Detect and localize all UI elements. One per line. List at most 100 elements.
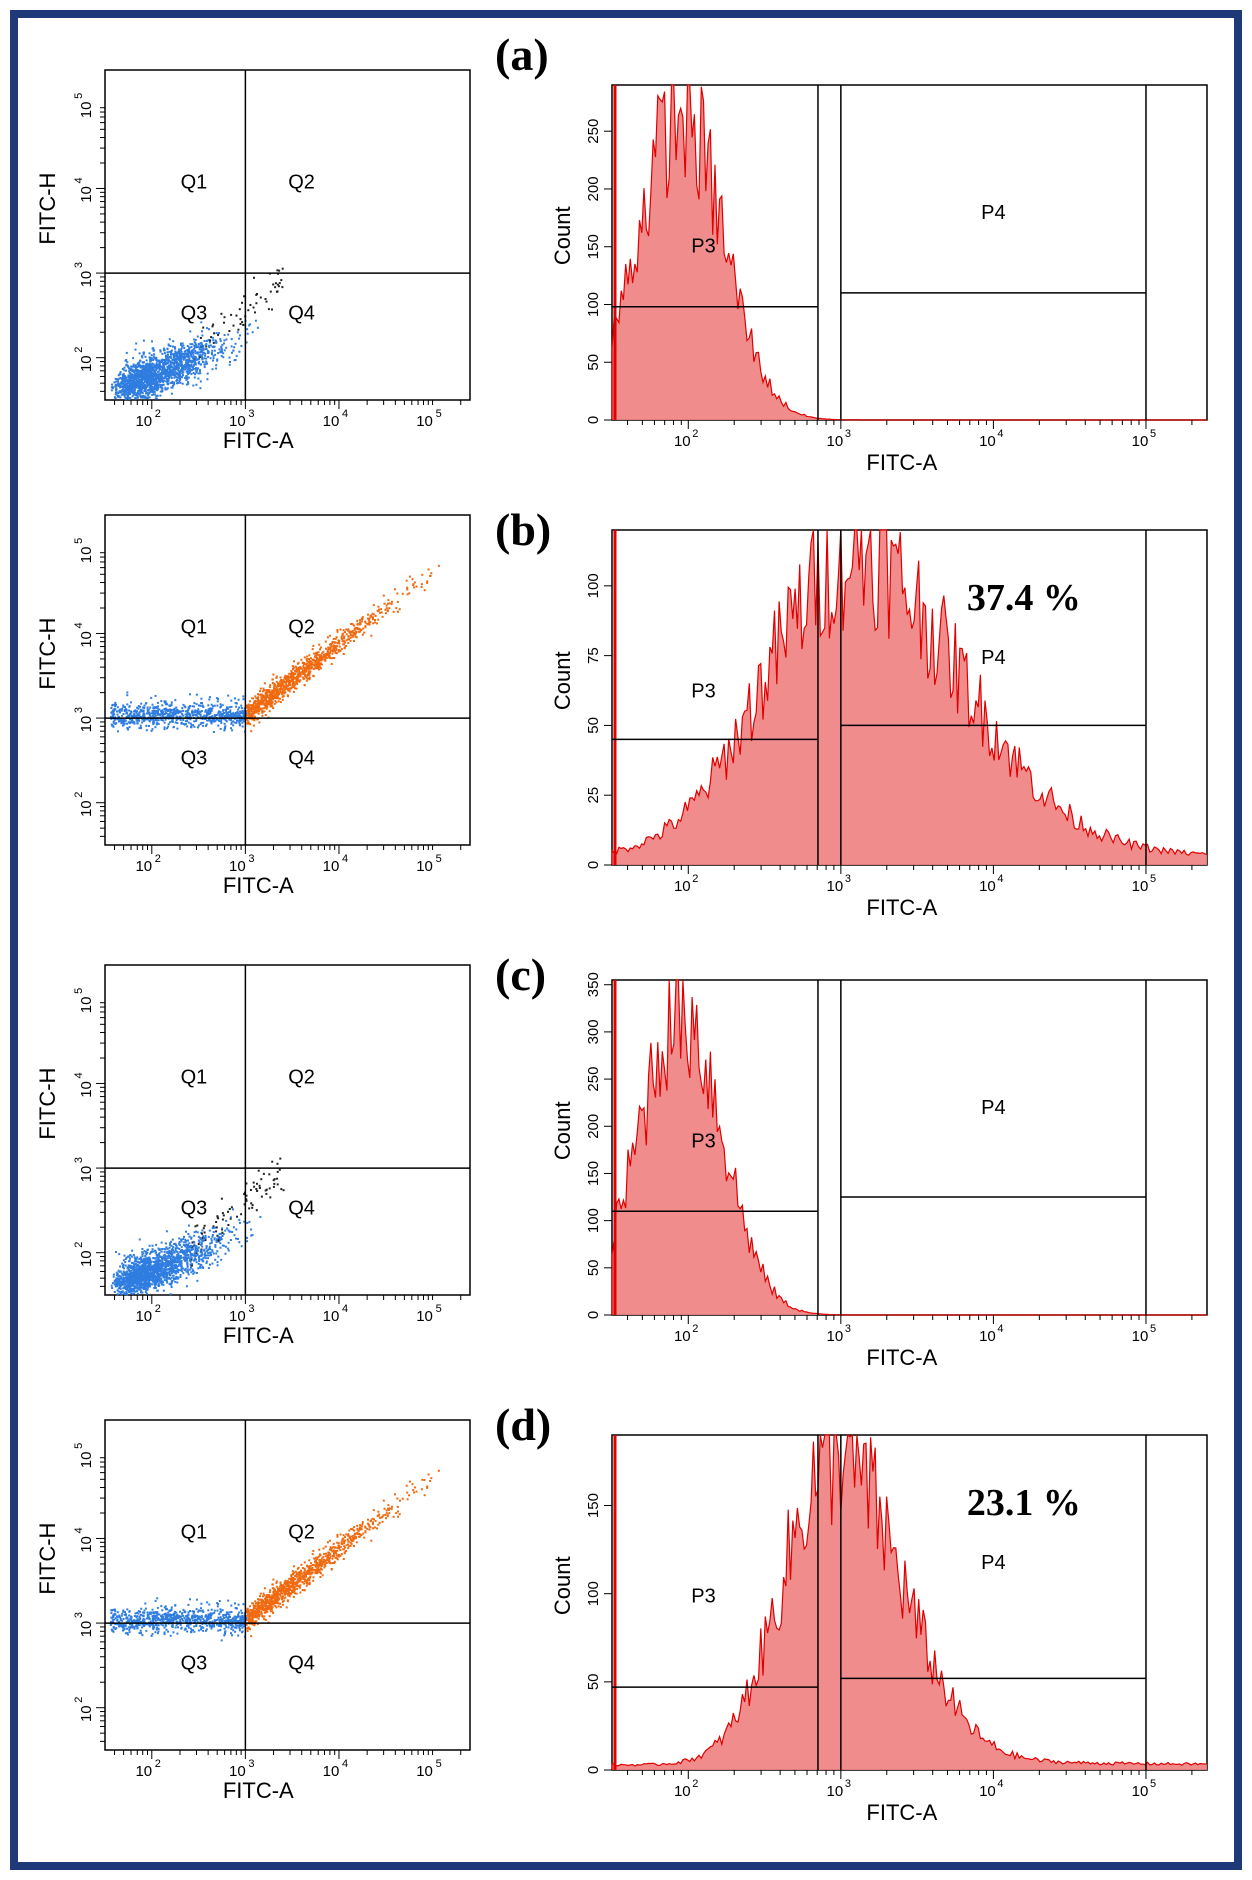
y-tick-group: 102: [73, 792, 95, 817]
quadrant-label: Q3: [181, 303, 208, 325]
event-dots: [109, 564, 440, 733]
y-axis-label: Count: [550, 1556, 575, 1615]
x-tick-label: 10: [416, 858, 433, 875]
y-tick-label: 100: [585, 1208, 602, 1233]
x-tick-exponent: 5: [1150, 1323, 1156, 1335]
y-tick-group: 10 5: [73, 538, 95, 563]
y-tick-label: 10: [78, 1250, 95, 1267]
x-tick-exponent: 2: [692, 428, 698, 440]
x-tick-label: 10: [416, 1763, 433, 1780]
event-dots: [109, 1469, 440, 1642]
y-tick-group: 10 4: [73, 1072, 95, 1097]
y-tick-label: 10: [78, 997, 95, 1014]
panel-label: (c): [495, 949, 546, 1000]
histogram-fill: [612, 980, 1207, 1315]
y-tick-label: 10: [78, 800, 95, 817]
y-tick-label: 0: [585, 1311, 602, 1319]
x-tick-exponent: 5: [436, 408, 442, 420]
y-tick-label: 10: [78, 1452, 95, 1469]
y-tick-group: 10 4: [73, 1527, 95, 1552]
quadrant-label: Q1: [181, 1066, 208, 1088]
x-tick-exponent: 4: [997, 873, 1003, 885]
x-tick-label: 10: [135, 1308, 152, 1325]
y-axis-label: FITC-H: [35, 173, 60, 245]
x-tick-exponent: 5: [1150, 1778, 1156, 1790]
y-tick-exponent: 3: [73, 1157, 85, 1163]
event-dots: [110, 267, 284, 401]
y-axis-label: FITC-H: [35, 1068, 60, 1140]
y-axis-label: FITC-H: [35, 1523, 60, 1595]
x-tick-exponent: 5: [1150, 873, 1156, 885]
x-tick-label: 10: [979, 1328, 996, 1345]
event-dots: [110, 1157, 285, 1296]
y-tick-group: 10 3: [73, 262, 95, 287]
y-tick-exponent: 5: [73, 93, 85, 99]
y-tick-exponent: 2: [73, 1697, 85, 1703]
gate-label: P3: [691, 1586, 715, 1608]
x-tick-label: 10: [229, 413, 246, 430]
gate-label: P4: [981, 202, 1005, 224]
x-tick-exponent: 5: [436, 1758, 442, 1770]
y-tick-label: 300: [585, 1019, 602, 1044]
y-tick-label: 150: [585, 234, 602, 259]
y-tick-label: 0: [585, 1766, 602, 1774]
y-tick-label: 150: [585, 1493, 602, 1518]
x-tick-label: 10: [979, 1783, 996, 1800]
y-tick-group: 10 5: [73, 988, 95, 1013]
x-tick-label: 10: [979, 878, 996, 895]
y-axis-label: Count: [550, 651, 575, 710]
quadrant-label: Q2: [288, 171, 315, 193]
y-tick-group: 10 5: [73, 1443, 95, 1468]
y-tick-label: 10: [78, 547, 95, 564]
y-tick-label: 200: [585, 176, 602, 201]
y-tick-group: 10 5: [73, 93, 95, 118]
histogram-fill: [612, 1435, 1207, 1770]
y-tick-exponent: 5: [73, 1443, 85, 1449]
x-tick-label: 10: [229, 858, 246, 875]
y-tick-group: 102: [73, 1242, 95, 1267]
gate-label: P4: [981, 1097, 1005, 1119]
x-tick-label: 10: [1132, 433, 1149, 450]
x-tick-label: 10: [827, 1328, 844, 1345]
x-tick-label: 10: [827, 1783, 844, 1800]
y-tick-group: 10 3: [73, 1612, 95, 1637]
y-tick-exponent: 5: [73, 538, 85, 544]
y-tick-group: 102: [73, 347, 95, 372]
x-tick-exponent: 2: [155, 1758, 161, 1770]
y-tick-label: 10: [78, 1081, 95, 1098]
histogram-line: [611, 84, 1207, 421]
x-tick-label: 10: [135, 413, 152, 430]
y-tick-exponent: 4: [73, 1527, 85, 1533]
y-tick-label: 10: [78, 1621, 95, 1638]
y-axis-label: FITC-H: [35, 618, 60, 690]
panel-label: (d): [495, 1399, 551, 1450]
y-tick-label: 10: [78, 716, 95, 733]
histogram-line: [611, 979, 1207, 1316]
x-tick-label: 10: [827, 878, 844, 895]
x-axis-label: FITC-A: [866, 450, 937, 475]
x-axis-label: FITC-A: [223, 1323, 294, 1348]
histogram-line: [611, 1433, 1208, 1770]
x-tick-exponent: 3: [248, 853, 254, 865]
x-tick-exponent: 2: [155, 853, 161, 865]
panel-label: (a): [495, 29, 549, 80]
x-axis-label: FITC-A: [866, 1800, 937, 1825]
quadrant-label: Q3: [181, 748, 208, 770]
y-tick-exponent: 3: [73, 1612, 85, 1618]
x-tick-exponent: 2: [155, 408, 161, 420]
y-tick-group: 10 4: [73, 622, 95, 647]
quadrant-label: Q2: [288, 1066, 315, 1088]
x-tick-exponent: 5: [436, 853, 442, 865]
gate-label: P3: [691, 236, 715, 258]
x-tick-exponent: 3: [845, 1778, 851, 1790]
x-tick-label: 10: [135, 858, 152, 875]
y-tick-exponent: 3: [73, 262, 85, 268]
x-tick-label: 10: [674, 433, 691, 450]
x-tick-label: 10: [229, 1763, 246, 1780]
x-tick-exponent: 4: [342, 1303, 348, 1315]
y-tick-exponent: 4: [73, 177, 85, 183]
